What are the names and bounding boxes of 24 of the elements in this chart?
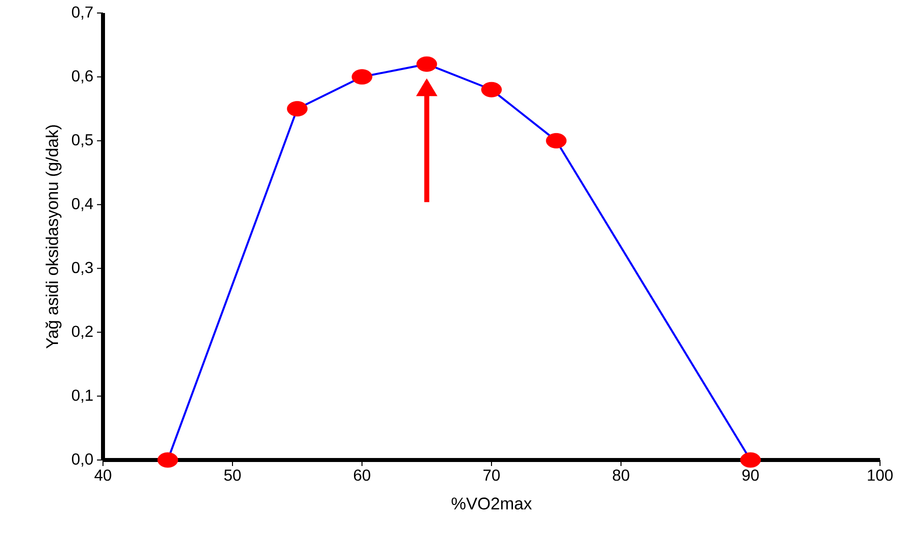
x-tick-label: 90 [742,470,759,481]
y-tick-label: 0,1 [72,390,93,403]
y-tick-label: 0,7 [72,6,93,20]
y-tick-label: 0,0 [72,453,93,467]
point [740,452,761,468]
point [286,101,308,116]
y-tick-label: 0,6 [72,70,93,84]
y-tick-label: 0,4 [72,198,94,212]
point [416,56,438,72]
point [481,82,502,98]
x-tick-label: 70 [483,470,500,481]
y-tick-label: 0,2 [72,326,93,339]
y-tick-label: 0,5 [72,134,93,148]
x-tick-label: 100 [868,470,893,481]
point [157,452,178,468]
point [546,133,567,148]
x-tick-label: 60 [354,470,370,481]
x-tick-label: 80 [612,470,630,481]
y-tick-label: 0,3 [72,262,93,276]
x-tick-label: 50 [224,470,241,481]
y-axis-title: Yağ asidi oksidasyonu (g/dak) [45,125,62,348]
point [352,69,372,85]
x-tick-label: 40 [94,470,112,481]
x-axis-title: %VO2max [452,498,532,510]
